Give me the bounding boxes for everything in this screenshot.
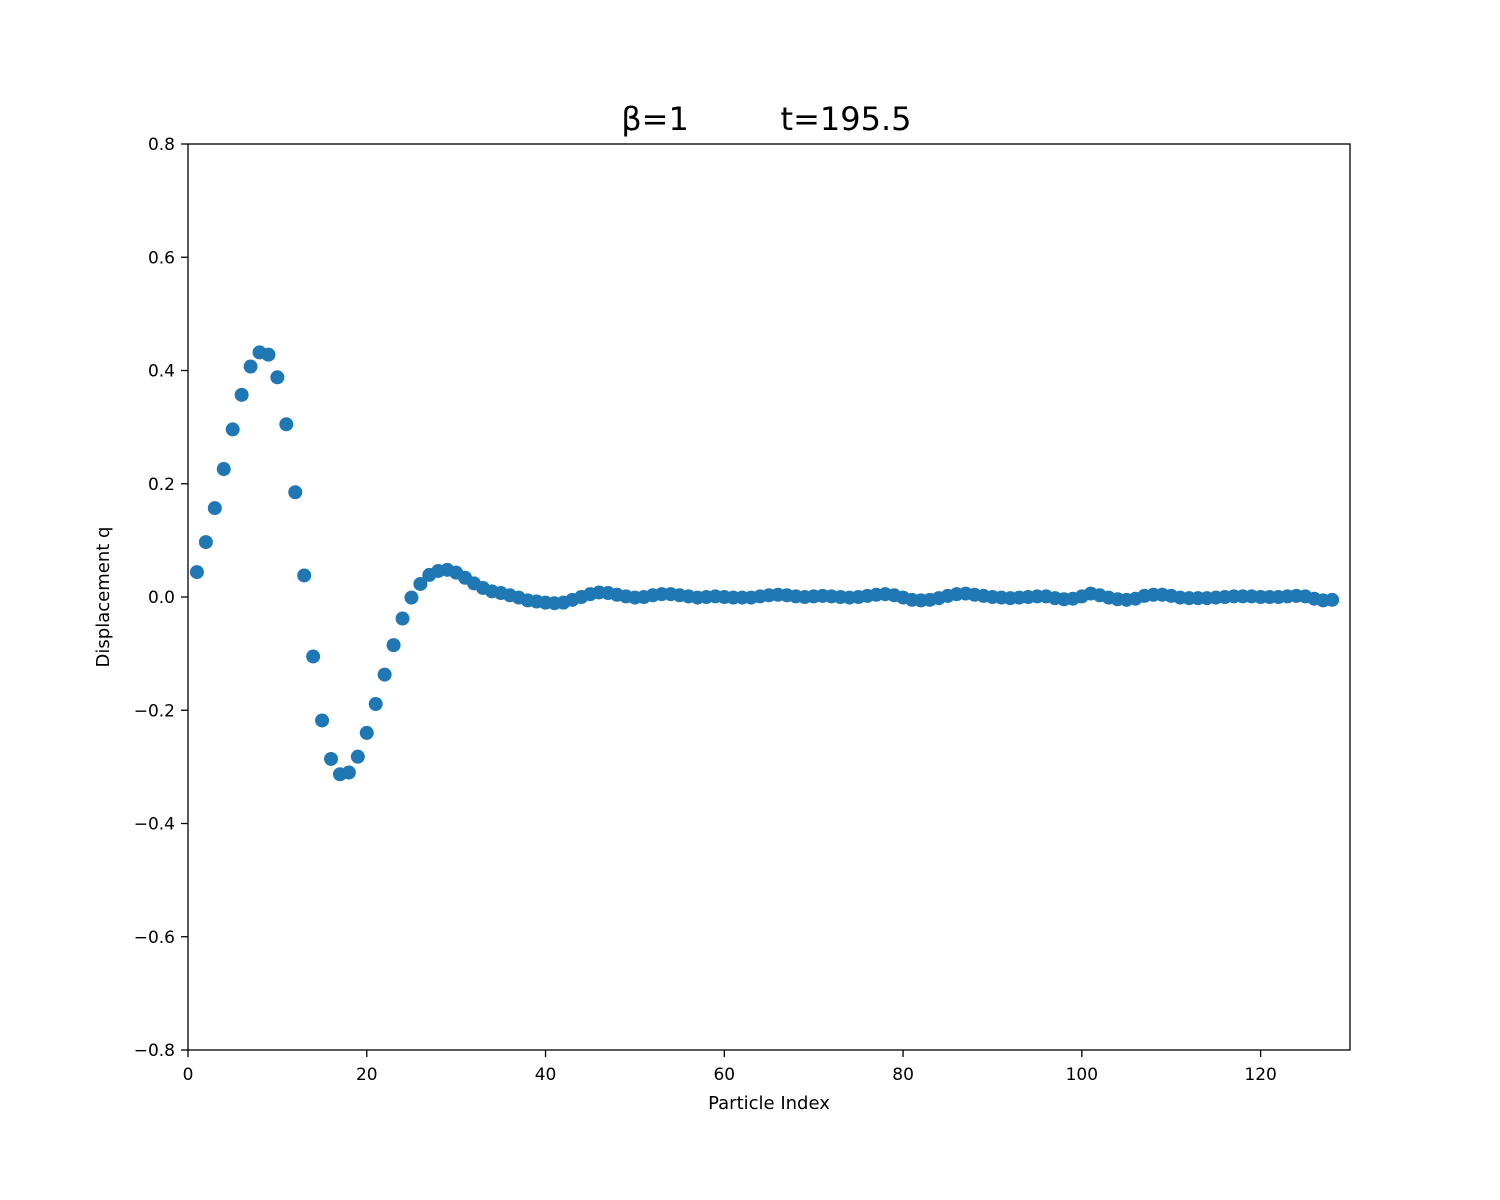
x-axis-ticks: 0 20 40 60 80 100 120 bbox=[183, 1050, 1277, 1085]
data-point bbox=[234, 387, 249, 402]
data-point bbox=[395, 611, 410, 626]
chart-title-time: t=195.5 bbox=[781, 100, 912, 138]
data-point bbox=[270, 370, 285, 385]
data-point bbox=[315, 713, 330, 728]
y-axis-ticks: −0.8 −0.6 −0.4 −0.2 0.0 0.2 0.4 0.6 0.8 bbox=[134, 135, 188, 1061]
data-point bbox=[198, 535, 213, 550]
y-tick-label: −0.6 bbox=[134, 928, 175, 948]
data-point bbox=[306, 649, 321, 664]
y-tick-label: 0.0 bbox=[148, 588, 175, 608]
data-point bbox=[341, 765, 356, 780]
data-point bbox=[288, 485, 303, 500]
data-point bbox=[386, 638, 401, 653]
data-points bbox=[189, 345, 1340, 782]
y-tick-label: −0.2 bbox=[134, 701, 175, 721]
y-tick-label: −0.4 bbox=[134, 815, 175, 835]
y-tick-label: 0.2 bbox=[148, 475, 175, 495]
x-tick-label: 60 bbox=[713, 1065, 735, 1085]
y-tick-label: −0.8 bbox=[134, 1041, 175, 1061]
data-point bbox=[297, 568, 312, 583]
x-tick-label: 120 bbox=[1244, 1065, 1276, 1085]
y-tick-label: 0.8 bbox=[148, 135, 175, 155]
data-point bbox=[207, 501, 222, 516]
chart-title-beta: β=1 bbox=[621, 100, 689, 138]
x-tick-label: 20 bbox=[356, 1065, 378, 1085]
y-tick-label: 0.4 bbox=[148, 362, 175, 382]
data-point bbox=[359, 725, 374, 740]
x-tick-label: 40 bbox=[535, 1065, 557, 1085]
data-point bbox=[189, 565, 204, 580]
data-point bbox=[279, 417, 294, 432]
x-axis-label: Particle Index bbox=[708, 1093, 830, 1114]
y-axis-label: Displacement q bbox=[93, 527, 114, 668]
data-point bbox=[225, 422, 240, 437]
data-point bbox=[324, 751, 339, 766]
data-point bbox=[368, 697, 383, 712]
data-point bbox=[404, 590, 419, 605]
data-point bbox=[350, 749, 365, 764]
x-tick-label: 0 bbox=[183, 1065, 194, 1085]
x-tick-label: 80 bbox=[892, 1065, 914, 1085]
data-point bbox=[377, 667, 392, 682]
data-point bbox=[1325, 592, 1340, 607]
data-point bbox=[261, 347, 276, 362]
data-point bbox=[413, 576, 428, 591]
x-tick-label: 100 bbox=[1066, 1065, 1098, 1085]
plot-frame bbox=[187, 143, 1351, 1051]
data-point bbox=[243, 359, 258, 374]
y-tick-label: 0.6 bbox=[148, 248, 175, 268]
data-point bbox=[216, 462, 231, 477]
